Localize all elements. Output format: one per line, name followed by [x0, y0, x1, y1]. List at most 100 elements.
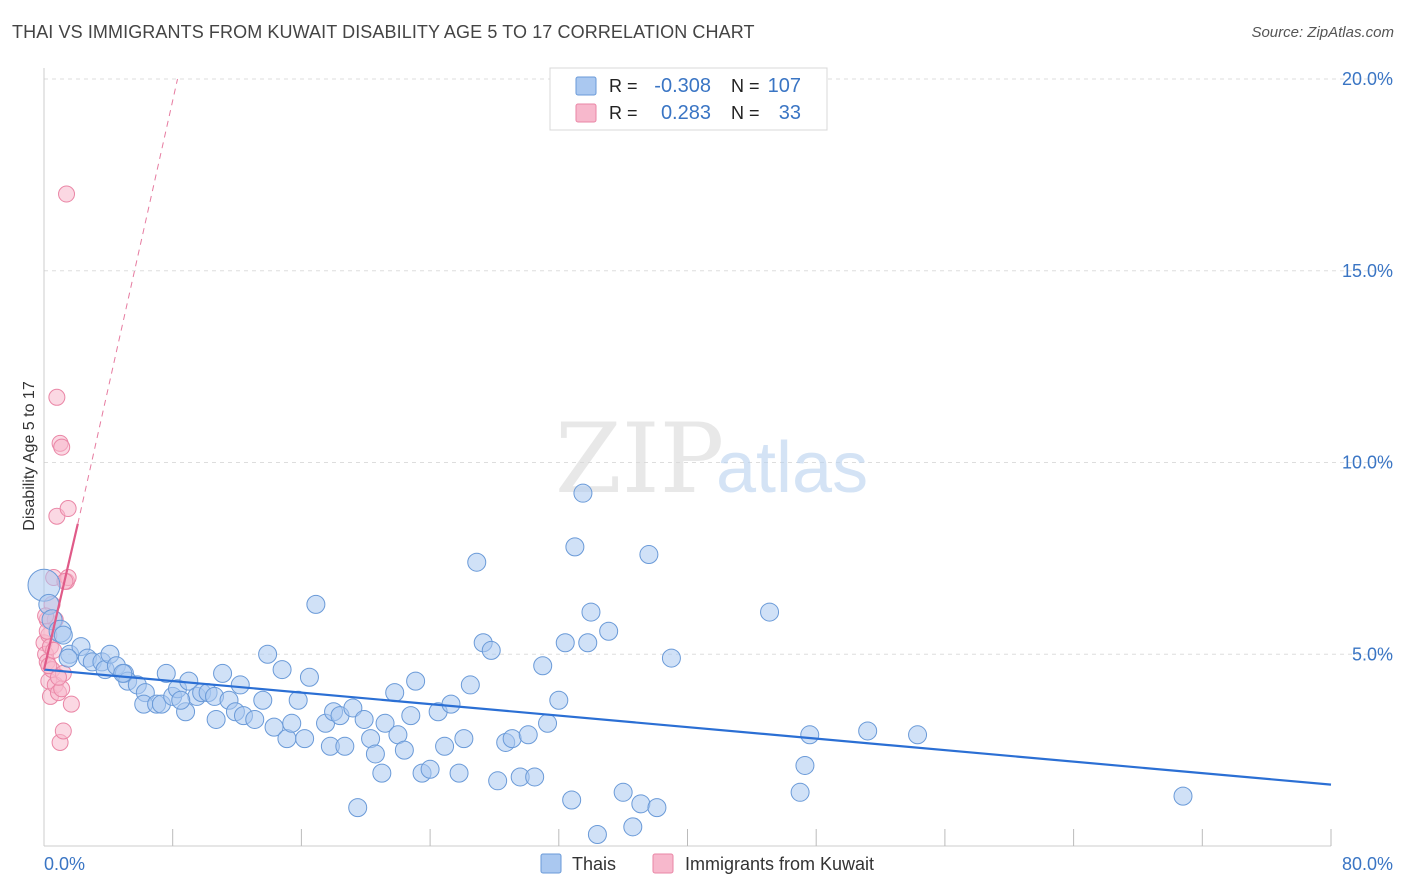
- thais-point: [253, 690, 273, 710]
- thais-point: [171, 690, 191, 710]
- thais-point: [549, 690, 569, 710]
- thais-point: [348, 798, 368, 818]
- kuwait-point: [62, 695, 80, 713]
- thais-point: [647, 798, 667, 818]
- thais-point: [441, 694, 461, 714]
- thais-trend-line: [43, 668, 1332, 786]
- thais-point: [565, 537, 585, 557]
- kuwait-n-label: N =: [731, 103, 760, 123]
- thais-point: [58, 648, 78, 668]
- thais-point: [525, 767, 545, 787]
- thais-point: [206, 709, 226, 729]
- thais-point: [795, 755, 815, 775]
- thais-point: [1173, 786, 1193, 806]
- kuwait-point: [58, 185, 76, 203]
- grid: [44, 78, 1391, 655]
- thais-point: [295, 729, 315, 749]
- thais-point: [488, 771, 508, 791]
- thais-point: [613, 782, 633, 802]
- y-tick-label: 20.0%: [1342, 69, 1393, 89]
- thais-point: [562, 790, 582, 810]
- thais-point: [587, 824, 607, 844]
- thais-point: [578, 633, 598, 653]
- legend-thais-label: Thais: [572, 854, 616, 874]
- series-legend: Thais Immigrants from Kuwait: [540, 853, 874, 874]
- x-tick-label: 80.0%: [1342, 854, 1393, 874]
- thais-point: [306, 594, 326, 614]
- kuwait-stat-swatch: [575, 103, 597, 123]
- thais-point: [449, 763, 469, 783]
- thais-point: [156, 663, 176, 683]
- y-tick-label: 5.0%: [1352, 644, 1393, 664]
- thais-point: [661, 648, 681, 668]
- thais-point: [599, 621, 619, 641]
- y-axis-label: Disability Age 5 to 17: [21, 381, 38, 531]
- legend-kuwait-label: Immigrants from Kuwait: [685, 854, 874, 874]
- thais-r-label: R =: [609, 76, 638, 96]
- kuwait-point: [49, 668, 67, 686]
- thais-point: [401, 706, 421, 726]
- thais-point: [790, 782, 810, 802]
- thais-point: [406, 671, 426, 691]
- thais-point: [467, 552, 487, 572]
- kuwait-r-value: 0.283: [661, 102, 711, 124]
- thais-point: [538, 713, 558, 733]
- watermark: ZIP atlas: [555, 403, 868, 515]
- thais-point: [639, 545, 659, 565]
- kuwait-point: [53, 438, 71, 456]
- thais-n-label: N =: [731, 76, 760, 96]
- kuwait-point: [54, 722, 72, 740]
- axes: 5.0% 10.0% 15.0% 20.0% 0.0% 80.0%: [43, 68, 1393, 874]
- thais-point: [245, 709, 265, 729]
- thais-point: [354, 709, 374, 729]
- thais-point: [264, 717, 284, 737]
- thais-point: [631, 794, 651, 814]
- thais-point: [272, 660, 292, 680]
- thais-point: [385, 683, 405, 703]
- x-tick-label: 0.0%: [44, 854, 85, 874]
- kuwait-n-value: 33: [779, 102, 801, 124]
- thais-point: [53, 625, 73, 645]
- thais-point: [533, 656, 553, 676]
- thais-point: [282, 713, 302, 733]
- kuwait-point: [59, 500, 77, 518]
- thais-point: [460, 675, 480, 695]
- thais-n-value: 107: [768, 75, 801, 97]
- thais-point: [481, 640, 501, 660]
- thais-point: [299, 667, 319, 687]
- thais-point: [760, 602, 780, 622]
- y-tick-label: 15.0%: [1342, 261, 1393, 281]
- thais-r-value: -0.308: [654, 75, 711, 97]
- thais-point: [518, 725, 538, 745]
- thais-point: [213, 663, 233, 683]
- thais-stat-swatch: [575, 76, 597, 96]
- legend-kuwait-swatch: [652, 853, 674, 874]
- kuwait-trend-extension: [77, 78, 179, 524]
- stats-legend: R = -0.308 N = 107 R = 0.283 N = 33: [549, 67, 828, 131]
- thais-point: [800, 725, 820, 745]
- thais-point: [858, 721, 878, 741]
- thais-point: [420, 759, 440, 779]
- thais-point: [394, 740, 414, 760]
- thais-point: [555, 633, 575, 653]
- thais-point: [908, 725, 928, 745]
- thais-point: [375, 713, 395, 733]
- kuwait-r-label: R =: [609, 103, 638, 123]
- thais-point: [372, 763, 392, 783]
- thais-point: [623, 817, 643, 837]
- y-tick-label: 10.0%: [1342, 453, 1393, 473]
- source-label: Source: ZipAtlas.com: [1251, 24, 1394, 41]
- thais-point: [435, 736, 455, 756]
- thais-point: [335, 736, 355, 756]
- thais-points: [27, 483, 1193, 844]
- thais-point: [230, 675, 250, 695]
- trend-lines: [42, 78, 1332, 786]
- thais-point: [581, 602, 601, 622]
- thais-point: [454, 729, 474, 749]
- kuwait-point: [48, 388, 66, 406]
- legend-thais-swatch: [540, 853, 562, 874]
- thais-point: [343, 698, 363, 718]
- thais-point: [502, 729, 522, 749]
- kuwait-trend-line: [42, 523, 79, 670]
